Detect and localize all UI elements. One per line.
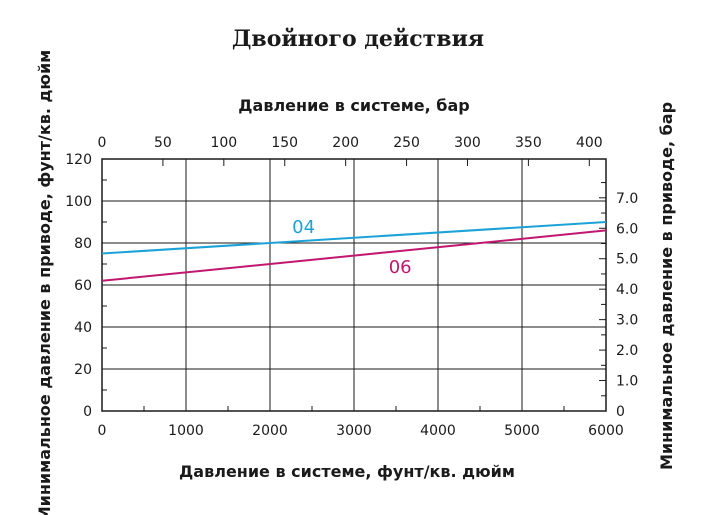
y2-tick-label: 6.0: [616, 221, 638, 237]
x-tick-label: 6000: [588, 423, 624, 439]
grid: [102, 159, 606, 411]
x-tick-label: 5000: [504, 423, 540, 439]
x2-axis-title: Давление в системе, бар: [238, 96, 469, 115]
series-label-04: 04: [292, 217, 315, 238]
y-tick-label: 60: [74, 278, 92, 294]
x2-tick-label: 0: [98, 135, 107, 151]
y2-tick-label: 0: [616, 404, 625, 420]
ticks: 0 1000 2000 3000 4000 5000 6000020406080100120…: [65, 135, 638, 439]
x-tick-label: 0: [98, 423, 107, 439]
y2-tick-label: 5.0: [616, 252, 638, 268]
y-tick-label: 120: [65, 152, 92, 168]
y-tick-label: 20: [74, 362, 92, 378]
y-tick-label: 80: [74, 236, 92, 252]
x-tick-label: 4000: [420, 423, 456, 439]
y2-tick-label: 4.0: [616, 282, 638, 298]
x-axis-title: Давление в системе, фунт/кв. дюйм: [179, 462, 515, 481]
series-label-06: 06: [389, 257, 412, 278]
y2-axis-title: Минимальное давление в приводе, бар: [657, 102, 676, 470]
x2-tick-label: 400: [576, 135, 603, 151]
y-tick-label: 40: [74, 320, 92, 336]
series-line-04: [101, 221, 607, 255]
y2-tick-label: 1.0: [616, 374, 638, 390]
y-tick-label: 0: [83, 404, 92, 420]
y-axis-title: Минимальное давление в приводе, фунт/кв.…: [35, 50, 54, 515]
x2-tick-label: 150: [271, 135, 298, 151]
y2-tick-label: 3.0: [616, 313, 638, 329]
series-line-06: [101, 229, 607, 282]
x2-tick-label: 350: [515, 135, 542, 151]
series: 04 06: [101, 217, 607, 282]
x2-tick-label: 200: [332, 135, 359, 151]
x2-tick-label: 50: [154, 135, 172, 151]
chart-title: Двойного действия: [232, 26, 484, 52]
x2-tick-label: 250: [393, 135, 420, 151]
y2-tick-label: 2.0: [616, 343, 638, 359]
x2-tick-label: 100: [210, 135, 237, 151]
x-tick-label: 1000: [168, 423, 204, 439]
y-tick-label: 100: [65, 194, 92, 210]
x-tick-label: 2000: [252, 423, 288, 439]
x-tick-label: 3000: [336, 423, 372, 439]
x2-tick-label: 300: [454, 135, 481, 151]
y2-tick-label: 7.0: [616, 191, 638, 207]
